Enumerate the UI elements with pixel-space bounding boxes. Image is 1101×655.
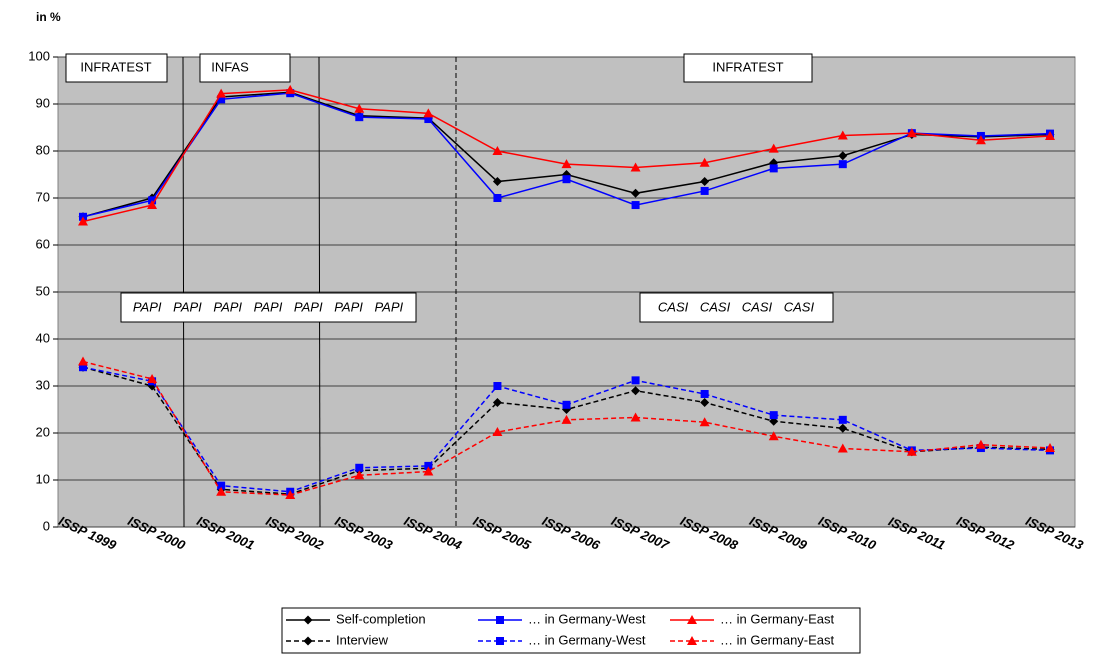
- marker: [700, 397, 710, 407]
- annotation: INFRATEST: [712, 59, 783, 74]
- y-tick-label: 90: [36, 95, 50, 110]
- annotation: INFRATEST: [80, 59, 151, 74]
- legend-label: … in Germany-West: [528, 632, 646, 647]
- marker: [699, 417, 710, 427]
- marker: [492, 177, 502, 187]
- marker: [147, 373, 158, 383]
- marker: [687, 615, 697, 624]
- marker: [630, 412, 641, 422]
- marker: [285, 490, 296, 500]
- annotation-box: [639, 292, 834, 323]
- y-tick-label: 70: [36, 189, 50, 204]
- marker: [838, 151, 848, 161]
- marker: [78, 356, 88, 366]
- marker: [561, 414, 572, 424]
- marker: [768, 431, 779, 441]
- marker: [561, 159, 572, 169]
- marker: [492, 427, 503, 437]
- marker: [687, 636, 697, 645]
- legend: [281, 607, 861, 654]
- period-separator: [318, 56, 321, 528]
- marker: [768, 143, 779, 153]
- marker: [423, 466, 434, 476]
- marker: [1045, 443, 1055, 453]
- annotation-box: [683, 53, 813, 83]
- marker: [79, 363, 87, 372]
- marker: [493, 194, 502, 202]
- y-tick-label: 60: [36, 236, 50, 251]
- marker: [492, 397, 502, 407]
- y-tick-label: 20: [36, 424, 50, 439]
- marker: [303, 615, 313, 625]
- marker: [975, 439, 986, 449]
- marker: [906, 128, 917, 138]
- y-tick-label: 80: [36, 142, 50, 157]
- marker: [216, 88, 227, 98]
- marker: [631, 386, 641, 396]
- marker: [906, 446, 917, 456]
- marker: [147, 200, 158, 210]
- y-tick-label: 100: [28, 48, 50, 63]
- annotation-box: [65, 53, 168, 83]
- marker: [562, 400, 571, 409]
- annotation: PAPI PAPI PAPI PAPI PAPI PAPI PAPI: [133, 299, 404, 314]
- marker: [496, 637, 504, 645]
- marker: [631, 188, 641, 198]
- marker: [769, 164, 778, 173]
- marker: [355, 113, 364, 122]
- marker: [493, 382, 502, 390]
- marker: [700, 389, 709, 398]
- marker: [562, 175, 571, 184]
- marker: [838, 423, 848, 433]
- legend-label: Self-completion: [336, 611, 426, 626]
- annotation: INFAS: [211, 59, 249, 74]
- marker: [424, 461, 433, 470]
- marker: [837, 443, 848, 453]
- y-tick-label: 0: [43, 518, 50, 533]
- y-tick-label: 50: [36, 283, 50, 298]
- marker: [424, 115, 433, 124]
- marker: [217, 481, 226, 490]
- marker: [769, 411, 778, 420]
- marker: [631, 201, 640, 210]
- marker: [217, 95, 226, 104]
- marker: [700, 177, 710, 187]
- marker: [354, 103, 365, 113]
- marker: [423, 108, 434, 118]
- marker: [355, 463, 364, 472]
- annotation-box: [120, 292, 417, 323]
- marker: [699, 157, 710, 167]
- legend-label: … in Germany-East: [720, 632, 835, 647]
- legend-label: … in Germany-West: [528, 611, 646, 626]
- marker: [492, 146, 503, 155]
- annotation: CASI CASI CASI CASI: [658, 299, 815, 314]
- y-tick-label: 40: [36, 330, 50, 345]
- marker: [631, 376, 640, 385]
- marker: [838, 415, 847, 424]
- marker: [838, 160, 847, 169]
- marker: [303, 636, 313, 646]
- y-axis-label: in %: [36, 10, 61, 24]
- marker: [1045, 130, 1055, 140]
- marker: [285, 84, 296, 94]
- y-tick-label: 10: [36, 471, 50, 486]
- marker: [975, 135, 986, 145]
- legend-label: … in Germany-East: [720, 611, 835, 626]
- marker: [700, 186, 709, 195]
- legend-label: Interview: [336, 632, 389, 647]
- y-tick-label: 30: [36, 377, 50, 392]
- marker: [496, 616, 504, 624]
- period-separator: [182, 56, 185, 528]
- marker: [837, 130, 848, 140]
- annotation-box: [199, 53, 291, 83]
- marker: [216, 486, 227, 496]
- marker: [630, 162, 641, 172]
- marker: [78, 216, 88, 226]
- marker: [354, 470, 365, 480]
